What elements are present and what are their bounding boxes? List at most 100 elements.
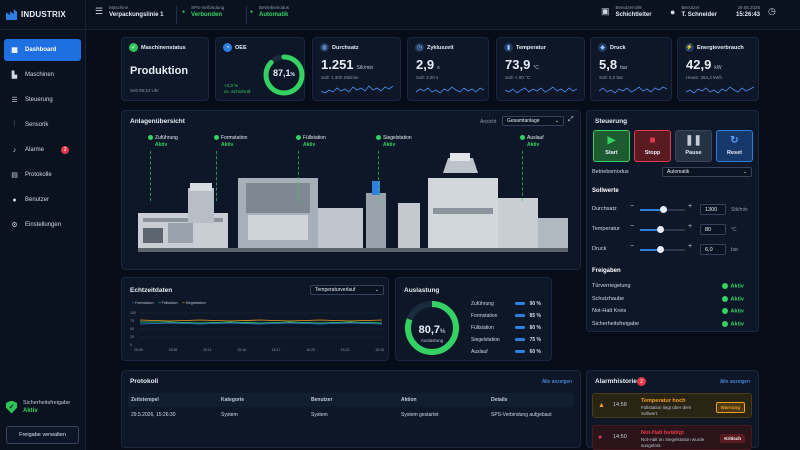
sidebar-item-alarme[interactable]: ♪ Alarme 2 <box>4 139 81 161</box>
machine-info[interactable]: ☰ Maschine Verpackungslinie 1 <box>95 5 163 18</box>
row-label: Auslauf <box>471 349 488 355</box>
sidebar-item-benutzer[interactable]: ● Benutzer <box>4 189 81 211</box>
setpoint-input[interactable]: 80 <box>700 224 726 235</box>
clock-icon: ◷ <box>415 43 424 52</box>
user-label: Benutzer <box>681 5 700 10</box>
kpi-sub: Soll: 6,0 bar <box>599 75 624 80</box>
station-zufuehrung[interactable]: Zuführung Aktiv <box>148 135 178 148</box>
release-row: Not-Halt Kreis Aktiv <box>592 308 752 314</box>
show-all-link[interactable]: Alle anzeigen <box>719 379 750 385</box>
slider-fill <box>640 229 661 231</box>
utilization-value: 80,7% Auslastung <box>402 320 462 343</box>
sparkline <box>599 86 667 94</box>
minus-icon[interactable]: − <box>630 223 635 230</box>
drop-icon: ◆ <box>598 43 607 52</box>
utilization-row: Formstation 85 % <box>471 313 541 319</box>
view-select[interactable]: Gesamtanlage ⌄ <box>502 116 564 126</box>
status-dot-icon <box>296 135 301 141</box>
sidebar-item-sensorik[interactable]: ⫶ Sensorik <box>4 114 81 136</box>
setpoint-slider[interactable] <box>640 226 685 233</box>
mode-select[interactable]: Automatik ⌄ <box>662 167 752 177</box>
slider-knob[interactable] <box>659 206 667 213</box>
station-status: Aktiv <box>303 142 316 148</box>
column-header[interactable]: Aktion <box>398 393 488 407</box>
station-siegelstation[interactable]: Siegelstation Aktiv <box>376 135 412 148</box>
safety-label: Sicherheitsfreigabe <box>23 400 71 406</box>
column-header[interactable]: Details <box>488 393 574 407</box>
utilization-unit: % <box>440 329 446 335</box>
release-row: Türverriegelung Aktiv <box>592 283 752 289</box>
plus-icon[interactable]: + <box>688 223 693 230</box>
setpoint-slider[interactable] <box>640 246 685 253</box>
release-label: Schutzhaube <box>592 296 625 302</box>
clock: 29.05.2026 15:26:43 ◷ <box>736 5 776 18</box>
x-tick: 15:08 <box>168 348 178 352</box>
table-row[interactable]: 29.5.2026, 15:26:30 System System System… <box>128 407 574 423</box>
station-marker <box>150 151 151 201</box>
setpoint-input[interactable]: 6,0 <box>700 244 726 255</box>
setpoint-slider[interactable] <box>640 206 685 213</box>
chart-yaxis: 100 75 50 25 0 <box>130 309 136 349</box>
gauge-icon: ◔ <box>223 43 232 52</box>
alarm-item[interactable]: ● 14:50 Not-Halt betätigt Not-Halt an Si… <box>592 425 752 450</box>
sidebar-item-protokolle[interactable]: ▤ Protokolle <box>4 164 81 186</box>
minus-icon[interactable]: − <box>630 243 635 250</box>
reset-button[interactable]: ↻ Reset <box>716 130 753 162</box>
sparkline <box>416 86 484 94</box>
kpi-title: Druck <box>610 45 626 51</box>
protocol-log: Protokoll Alle anzeigen Zeitstempel Kate… <box>121 370 581 448</box>
alarm-item[interactable]: ▲ 14:58 Temperatur hoch Füllstation lieg… <box>592 393 752 418</box>
plus-icon[interactable]: + <box>688 243 693 250</box>
station-auslauf[interactable]: Auslauf Aktiv <box>520 135 544 148</box>
column-header[interactable]: Kategorie <box>218 393 308 407</box>
column-header[interactable]: Zeitstempel <box>128 393 218 407</box>
minus-icon[interactable]: − <box>630 203 635 210</box>
clock-icon: ◷ <box>768 6 776 16</box>
fullscreen-icon[interactable]: ⤢ <box>568 116 574 123</box>
user-info[interactable]: ● Benutzer T. Schneider <box>670 5 717 18</box>
x-tick: 15:20 <box>306 348 315 352</box>
pause-button[interactable]: ❚❚ Pause <box>675 130 712 162</box>
sidebar-item-einstellungen[interactable]: ⚙ Einstellungen <box>4 214 81 236</box>
station-fuellstation[interactable]: Füllstation Aktiv <box>296 135 326 148</box>
machine-label: Maschine <box>109 5 129 10</box>
logo-icon <box>6 9 17 20</box>
slider-knob[interactable] <box>657 226 665 233</box>
alarm-tag: Kritisch <box>720 434 745 443</box>
setpoint-input[interactable]: 1300 <box>700 204 726 215</box>
section-title: Auslastung <box>404 287 440 294</box>
utilization-bar <box>515 302 525 305</box>
realtime-select[interactable]: Temperaturverlauf ⌄ <box>310 285 384 295</box>
utilization: Auslastung 80,7% Auslastung <box>395 277 552 361</box>
row-pct: 75 % <box>529 337 541 343</box>
slider-knob[interactable] <box>657 246 665 253</box>
start-button[interactable]: ▶ Start <box>593 130 630 162</box>
status-dot-icon <box>148 135 153 141</box>
show-all-link[interactable]: Alle anzeigen <box>541 379 572 385</box>
kpi-number: 2,9 <box>416 57 435 72</box>
plus-icon[interactable]: + <box>688 203 693 210</box>
sidebar-item-label: Sensorik <box>25 122 49 128</box>
release-status: Aktiv <box>721 308 744 314</box>
check-icon: ✓ <box>129 43 138 52</box>
mode-label: Betriebsmodus <box>259 5 290 10</box>
x-tick: 15:23 <box>340 348 350 352</box>
release-manage-button[interactable]: Freigabe verwalten <box>6 426 79 444</box>
legend-label: Formstation <box>135 301 154 305</box>
status-dot-icon <box>520 135 525 141</box>
kpi-unit: bar <box>620 65 628 71</box>
sidebar-item-dashboard[interactable]: ▦ Dashboard <box>4 39 81 61</box>
sidebar-item-maschinen[interactable]: ▙ Maschinen <box>4 64 81 86</box>
column-header[interactable]: Benutzer <box>308 393 398 407</box>
oee-ring <box>263 54 305 96</box>
station-marker <box>522 151 523 201</box>
stop-button[interactable]: ■ Stopp <box>634 130 671 162</box>
kpi-cycle-time: ◷ Zykluszeit 2,9 s Soll: 3,00 s <box>407 37 489 101</box>
kpi-unit: °C <box>533 65 539 71</box>
setpoint-label: Temperatur <box>592 226 620 232</box>
station-name: Formstation <box>221 135 248 141</box>
y-tick: 75 <box>130 319 134 323</box>
sidebar-item-steuerung[interactable]: ☰ Steuerung <box>4 89 81 111</box>
station-formstation[interactable]: Formstation Aktiv <box>214 135 247 148</box>
utilization-bar <box>515 338 525 341</box>
